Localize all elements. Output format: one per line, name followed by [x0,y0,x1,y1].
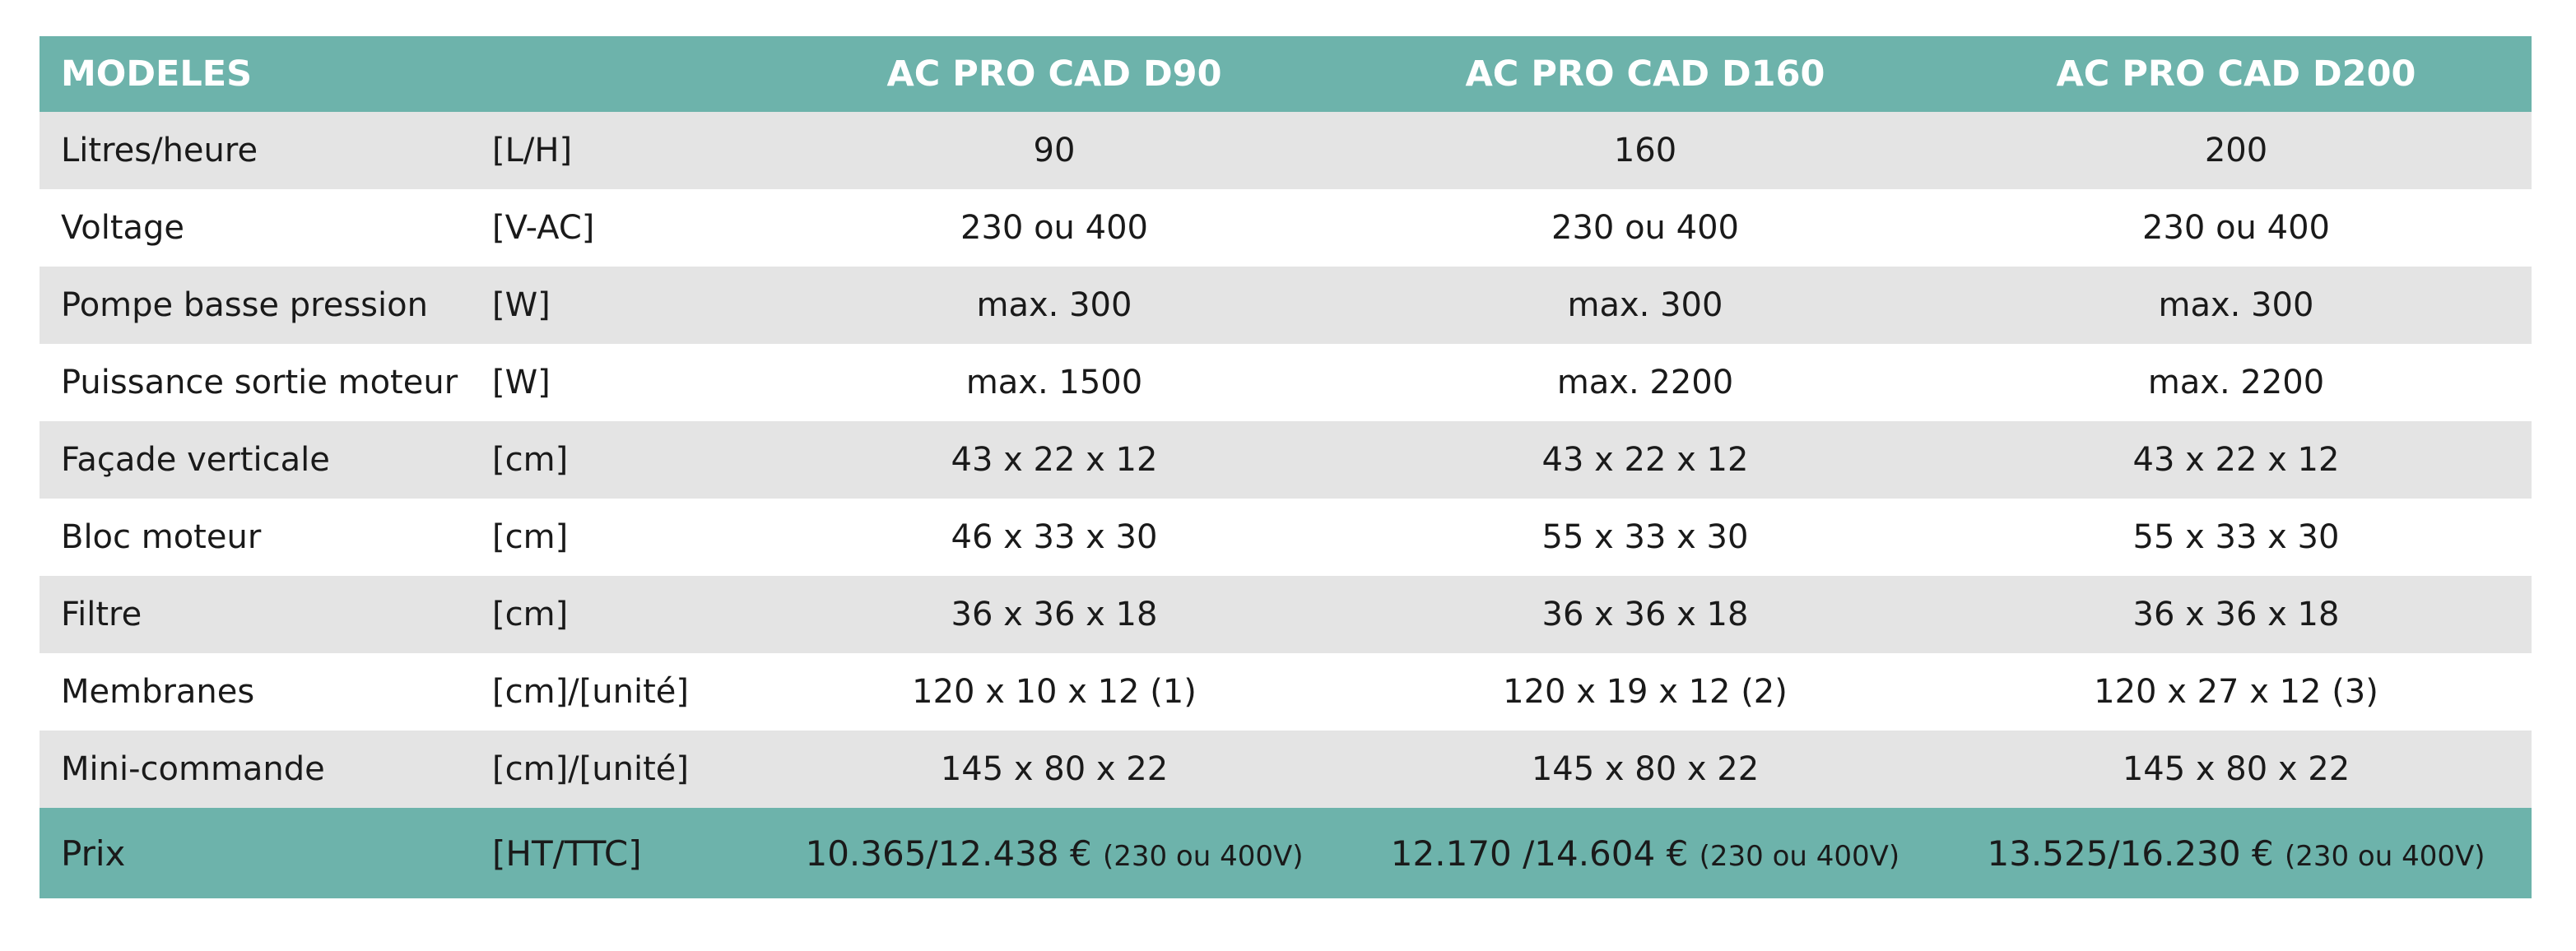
header-model-d90: AC PRO CAD D90 [886,53,1222,95]
row-unit: [cm]/[unité] [492,750,689,788]
row-value-d90: max. 1500 [965,364,1143,401]
row-value-d200: 43 x 22 x 12 [2132,441,2340,479]
row-value-d200: 230 ou 400 [2142,209,2330,247]
table-row: Pompe basse pression [W] max. 300 max. 3… [40,267,2532,344]
price-row: Prix [HT/TTC] 10.365/12.438 € (230 ou 40… [40,808,2532,898]
row-value-d160: 120 x 19 x 12 (2) [1503,673,1788,711]
row-value-d200: 120 x 27 x 12 (3) [2094,673,2378,711]
price-note: (230 ou 400V) [1102,839,1304,873]
row-value-d200: 55 x 33 x 30 [2132,518,2340,556]
row-value-d200: max. 300 [2158,286,2314,324]
table-row: Mini-commande [cm]/[unité] 145 x 80 x 22… [40,731,2532,808]
price-value-d200: 13.525/16.230 € (230 ou 400V) [1941,833,2532,874]
price-note: (230 ou 400V) [2284,839,2485,873]
header-model-d200: AC PRO CAD D200 [2056,53,2416,95]
row-label: Puissance sortie moteur [61,364,458,401]
price-value-d160: 12.170 /14.604 € (230 ou 400V) [1350,833,1941,874]
row-value-d160: max. 2200 [1556,364,1734,401]
row-label: Pompe basse pression [61,286,428,324]
table-row: Façade verticale [cm] 43 x 22 x 12 43 x … [40,421,2532,499]
price-amount: 12.170 /14.604 € [1390,833,1689,874]
table-row: Puissance sortie moteur [W] max. 1500 ma… [40,344,2532,421]
row-value-d200: max. 2200 [2147,364,2325,401]
row-unit: [L/H] [492,132,573,169]
row-value-d200: 36 x 36 x 18 [2132,596,2340,633]
row-unit: [W] [492,286,551,324]
row-value-d200: 145 x 80 x 22 [2122,750,2350,788]
price-note: (230 ou 400V) [1699,839,1900,873]
row-unit: [cm] [492,441,569,479]
row-label: Membranes [61,673,255,711]
table-row: Membranes [cm]/[unité] 120 x 10 x 12 (1)… [40,653,2532,731]
row-value-d90: 120 x 10 x 12 (1) [912,673,1197,711]
row-value-d90: 230 ou 400 [960,209,1148,247]
table-row: Litres/heure [L/H] 90 160 200 [40,112,2532,189]
table-header-row: MODELES AC PRO CAD D90 AC PRO CAD D160 A… [40,36,2532,112]
row-value-d90: 36 x 36 x 18 [951,596,1158,633]
table-row: Filtre [cm] 36 x 36 x 18 36 x 36 x 18 36… [40,576,2532,653]
price-label: Prix [61,833,126,874]
row-label: Filtre [61,596,142,633]
row-label: Mini-commande [61,750,325,788]
row-value-d90: 43 x 22 x 12 [951,441,1158,479]
row-value-d160: max. 300 [1567,286,1723,324]
row-label: Bloc moteur [61,518,262,556]
row-unit: [cm] [492,518,569,556]
row-value-d160: 160 [1613,132,1677,169]
row-unit: [W] [492,364,551,401]
row-value-d90: 90 [1033,132,1076,169]
row-value-d160: 36 x 36 x 18 [1541,596,1749,633]
header-model-d160: AC PRO CAD D160 [1465,53,1825,95]
row-value-d90: max. 300 [976,286,1132,324]
row-value-d160: 230 ou 400 [1551,209,1739,247]
row-unit: [cm]/[unité] [492,673,689,711]
row-label: Façade verticale [61,441,330,479]
row-label: Litres/heure [61,132,258,169]
table-row: Bloc moteur [cm] 46 x 33 x 30 55 x 33 x … [40,499,2532,576]
row-unit: [V-AC] [492,209,595,247]
row-value-d90: 145 x 80 x 22 [940,750,1169,788]
header-models-label: MODELES [61,53,253,95]
row-label: Voltage [61,209,185,247]
row-value-d200: 200 [2204,132,2268,169]
price-unit: [HT/TTC] [492,833,642,874]
row-unit: [cm] [492,596,569,633]
price-value-d90: 10.365/12.438 € (230 ou 400V) [759,833,1350,874]
row-value-d160: 43 x 22 x 12 [1541,441,1749,479]
price-amount: 13.525/16.230 € [1987,833,2274,874]
table-row: Voltage [V-AC] 230 ou 400 230 ou 400 230… [40,189,2532,267]
row-value-d160: 55 x 33 x 30 [1541,518,1749,556]
specs-table: MODELES AC PRO CAD D90 AC PRO CAD D160 A… [40,36,2532,898]
row-value-d90: 46 x 33 x 30 [951,518,1158,556]
price-amount: 10.365/12.438 € [805,833,1092,874]
row-value-d160: 145 x 80 x 22 [1531,750,1760,788]
